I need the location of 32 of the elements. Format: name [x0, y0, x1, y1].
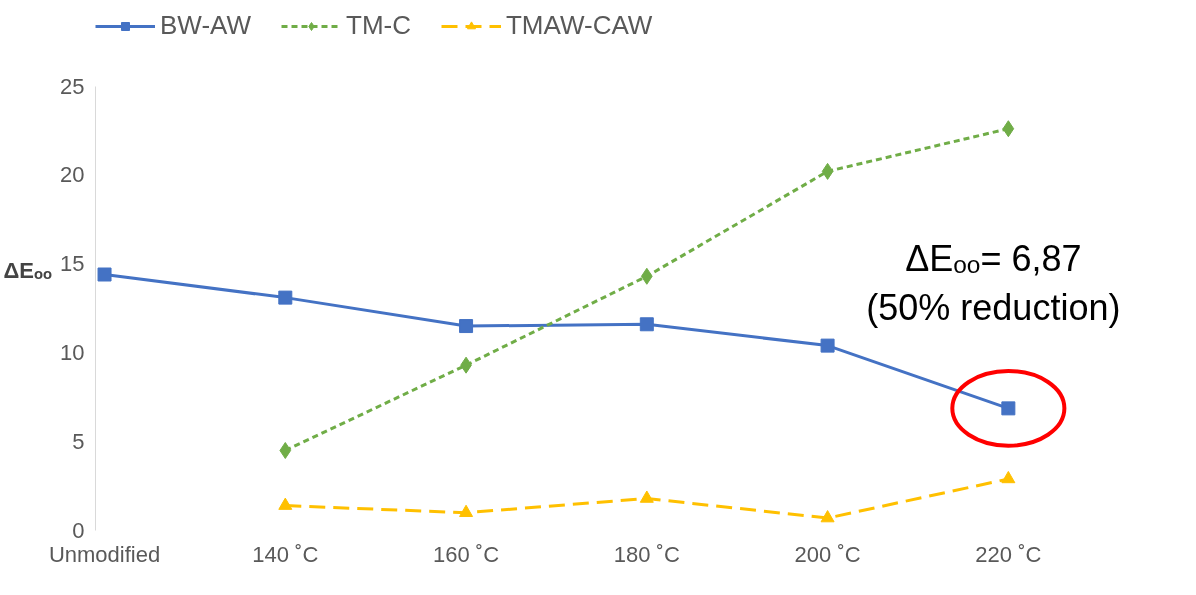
- x-tick-label: 140 ˚C: [252, 541, 319, 567]
- point: [459, 504, 474, 517]
- point: [639, 317, 654, 332]
- y-tick-label: 0: [72, 518, 85, 543]
- point: [278, 290, 293, 305]
- point: [279, 442, 292, 459]
- point: [459, 319, 474, 334]
- legend-label: TM-C: [346, 10, 411, 41]
- y-tick-label: 5: [72, 429, 85, 455]
- y-axis-title: ΔEₒₒ: [3, 258, 53, 283]
- legend-label: TMAW-CAW: [505, 10, 653, 41]
- point: [640, 267, 653, 285]
- legend-label: BW-AW: [160, 10, 251, 41]
- x-tick-label: 160 ˚C: [433, 541, 500, 567]
- point: [1001, 470, 1016, 484]
- point: [821, 162, 834, 180]
- point: [97, 267, 112, 282]
- x-tick-label: 200 ˚C: [794, 541, 861, 567]
- point: [278, 497, 293, 510]
- point: [1002, 120, 1015, 138]
- x-tick-label: 180 ˚C: [613, 541, 680, 567]
- annotation: ΔEₒₒ= 6,87 (50% reduction): [866, 238, 1121, 329]
- y-tick-label: 10: [60, 340, 85, 366]
- y-tick-label: 15: [60, 251, 85, 277]
- y-tick-label: 20: [60, 162, 85, 188]
- x-tick-label: 220 ˚C: [975, 541, 1042, 567]
- point: [820, 510, 835, 523]
- y-tick-label: 25: [60, 73, 85, 99]
- point: [1001, 401, 1016, 416]
- point: [820, 338, 835, 353]
- point: [639, 490, 654, 503]
- x-tick-label: Unmodified: [48, 541, 161, 567]
